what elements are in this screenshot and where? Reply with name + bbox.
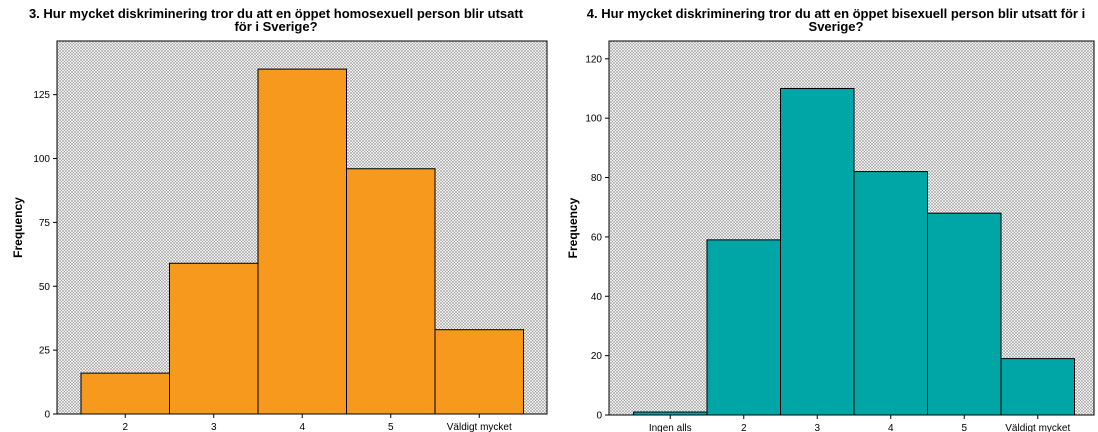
histogram-bar (780, 87, 855, 416)
y-tick-label: 0 (44, 410, 50, 421)
histogram-chart: 0 20 40 60 80 100 120 Ingen alls 2 3 4 5 Väldigt myc… (566, 40, 1095, 432)
y-tick-label: 0 (596, 411, 602, 422)
histogram-bar (1000, 358, 1075, 416)
y-tick-label: 75 (39, 218, 51, 229)
histogram-bar (346, 168, 436, 415)
y-tick-label: 40 (591, 292, 603, 303)
x-tick-label: 5 (961, 423, 967, 432)
histogram-panel-homosexual: 3. Hur mycket diskriminering tror du att… (11, 6, 548, 432)
x-tick-label: 2 (122, 422, 128, 432)
y-tick-label: 125 (33, 90, 50, 101)
y-axis-label: Frequency (566, 197, 580, 258)
histogram-bar (853, 171, 928, 416)
histogram-bar (434, 329, 524, 415)
x-tick-label: Väldigt mycket (447, 422, 512, 432)
x-tick-label: 4 (299, 422, 305, 432)
y-tick-label: 100 (585, 114, 602, 125)
chart-title: 4. Hur mycket diskriminering tror du att… (586, 6, 1086, 34)
x-tick-label: 5 (388, 422, 394, 432)
chart-title: 3. Hur mycket diskriminering tror du att… (28, 6, 524, 34)
x-tick-label: 3 (211, 422, 217, 432)
y-axis-label: Frequency (11, 197, 25, 258)
histogram-bar (927, 212, 1002, 416)
histogram-bar (257, 68, 347, 415)
plot-frame (608, 40, 1095, 416)
x-tick-label: Väldigt mycket (1005, 423, 1070, 432)
histogram-bar (706, 239, 781, 416)
histogram-chart: 0 25 50 75 100 125 2 3 4 5 Väldigt mycket Frequency (11, 40, 548, 432)
y-tick-label: 100 (33, 154, 50, 165)
y-tick-label: 60 (591, 232, 603, 243)
histogram-bar (80, 372, 170, 415)
x-tick-label: 3 (814, 423, 820, 432)
histogram-panel-bisexual: 4. Hur mycket diskriminering tror du att… (560, 0, 1098, 432)
y-tick-label: 50 (39, 282, 51, 293)
y-tick-label: 80 (591, 173, 603, 184)
x-tick-label: 2 (741, 423, 747, 432)
y-tick-label: 120 (585, 54, 602, 65)
x-tick-label: 4 (888, 423, 894, 432)
y-tick-label: 20 (591, 351, 603, 362)
histogram-bar (169, 262, 259, 415)
x-tick-label: Ingen alls (649, 423, 692, 432)
y-tick-label: 25 (39, 346, 51, 357)
